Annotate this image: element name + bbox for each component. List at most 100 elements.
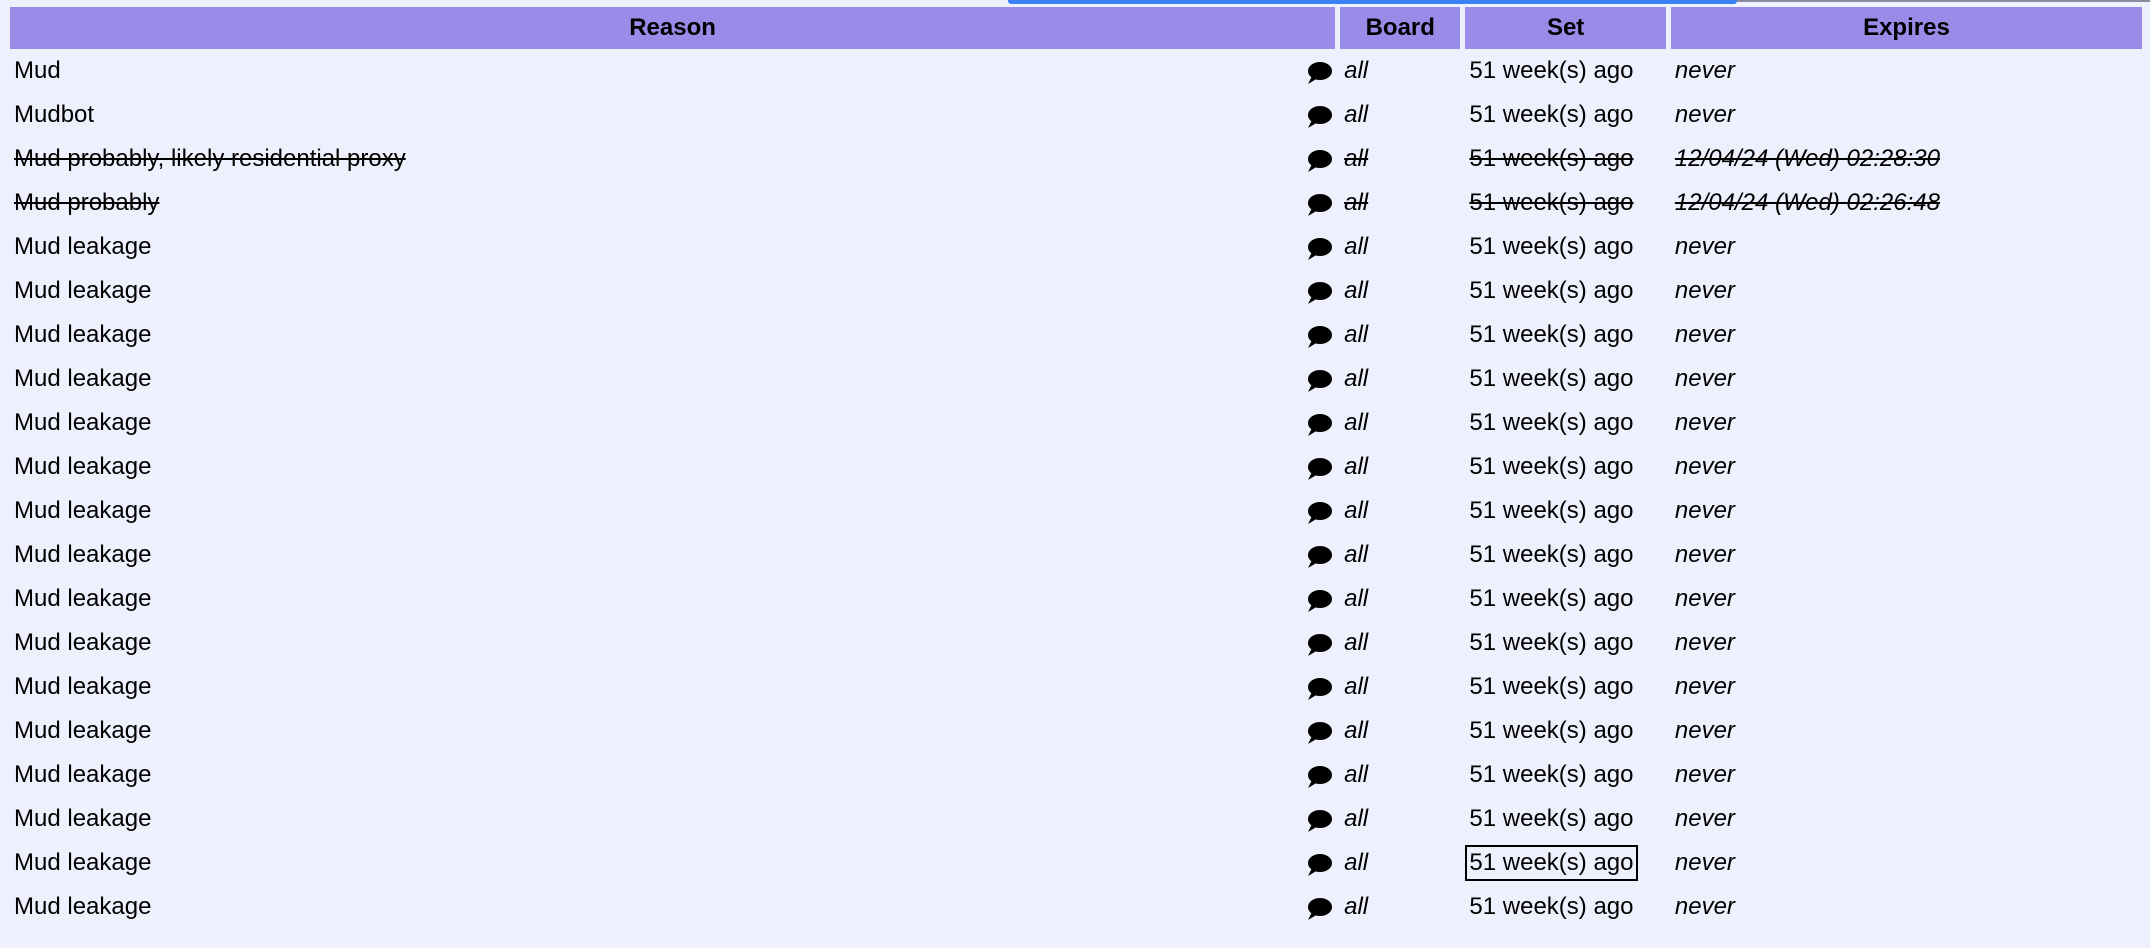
reason-text: Mud leakage — [14, 717, 152, 744]
speech-bubble-icon[interactable] — [1305, 325, 1333, 349]
reason-cell: Mud leakage — [10, 709, 1335, 753]
speech-bubble-icon[interactable] — [1305, 721, 1333, 745]
expires-text: never — [1674, 629, 1735, 656]
board-cell: all — [1340, 49, 1460, 93]
reason-cell: Mud probably — [10, 181, 1335, 225]
board-text: all — [1344, 57, 1369, 84]
table-row: Mud leakage all 51 week(s) ago never — [10, 489, 2142, 533]
header-reason[interactable]: Reason — [10, 7, 1336, 49]
expires-cell: never — [1671, 357, 2142, 401]
expires-text: never — [1674, 453, 1735, 480]
reason-text: Mud leakage — [14, 805, 152, 832]
speech-bubble-icon[interactable] — [1305, 193, 1333, 217]
speech-bubble-icon[interactable] — [1305, 853, 1333, 877]
set-text: 51 week(s) ago — [1469, 365, 1634, 392]
speech-bubble-icon[interactable] — [1305, 677, 1333, 701]
speech-bubble-icon[interactable] — [1305, 589, 1333, 613]
board-cell: all — [1340, 313, 1460, 357]
set-cell: 51 week(s) ago — [1465, 93, 1665, 137]
speech-bubble-icon[interactable] — [1305, 281, 1333, 305]
expires-text: never — [1674, 321, 1735, 348]
set-cell: 51 week(s) ago — [1465, 665, 1665, 709]
reason-text: Mud leakage — [14, 673, 152, 700]
set-text: 51 week(s) ago — [1469, 629, 1634, 656]
reason-cell: Mud — [10, 49, 1335, 93]
set-text: 51 week(s) ago — [1469, 57, 1634, 84]
speech-bubble-icon[interactable] — [1305, 105, 1333, 129]
board-text: all — [1344, 453, 1369, 480]
board-cell: all — [1340, 225, 1460, 269]
expires-text: never — [1674, 717, 1735, 744]
board-cell: all — [1340, 665, 1460, 709]
speech-bubble-icon[interactable] — [1305, 149, 1333, 173]
board-text: all — [1344, 541, 1369, 568]
set-text: 51 week(s) ago — [1469, 497, 1634, 524]
table-row: Mud leakage all 51 week(s) ago never — [10, 401, 2142, 445]
set-cell: 51 week(s) ago — [1465, 885, 1665, 929]
speech-bubble-icon[interactable] — [1305, 237, 1333, 261]
board-cell: all — [1340, 797, 1460, 841]
table-header-row: Reason Board Set Expires — [10, 7, 2142, 49]
speech-bubble-icon[interactable] — [1305, 413, 1333, 437]
board-cell: all — [1340, 621, 1460, 665]
board-text: all — [1344, 321, 1369, 348]
reason-text: Mudbot — [14, 101, 95, 128]
set-cell: 51 week(s) ago — [1465, 401, 1665, 445]
board-text: all — [1344, 101, 1369, 128]
header-set[interactable]: Set — [1465, 7, 1666, 49]
header-expires[interactable]: Expires — [1670, 7, 2142, 49]
speech-bubble-icon[interactable] — [1305, 369, 1333, 393]
set-cell: 51 week(s) ago — [1465, 313, 1665, 357]
set-text: 51 week(s) ago — [1465, 845, 1638, 881]
expires-cell: 12/04/24 (Wed) 02:28:30 — [1671, 137, 2142, 181]
reason-cell: Mud leakage — [10, 885, 1335, 929]
reason-cell: Mud leakage — [10, 753, 1335, 797]
board-text: all — [1344, 145, 1369, 172]
speech-bubble-icon[interactable] — [1305, 501, 1333, 525]
table-row: Mud leakage all 51 week(s) ago never — [10, 313, 2142, 357]
table-row: Mud leakage all 51 week(s) ago never — [10, 357, 2142, 401]
set-cell: 51 week(s) ago — [1465, 841, 1665, 885]
board-cell: all — [1340, 401, 1460, 445]
speech-bubble-icon[interactable] — [1305, 545, 1333, 569]
expires-cell: never — [1671, 225, 2142, 269]
board-cell: all — [1340, 93, 1460, 137]
table-row: Mudbot all 51 week(s) ago never — [10, 93, 2142, 137]
header-board[interactable]: Board — [1340, 7, 1461, 49]
set-cell: 51 week(s) ago — [1465, 181, 1665, 225]
board-cell: all — [1340, 181, 1460, 225]
expires-cell: never — [1671, 753, 2142, 797]
reason-text: Mud leakage — [14, 277, 152, 304]
expires-text: never — [1674, 101, 1735, 128]
expires-cell: never — [1671, 665, 2142, 709]
speech-bubble-icon[interactable] — [1305, 61, 1333, 85]
board-cell: all — [1340, 885, 1460, 929]
speech-bubble-icon[interactable] — [1305, 765, 1333, 789]
expires-cell: never — [1671, 313, 2142, 357]
expires-text: never — [1674, 233, 1735, 260]
board-text: all — [1344, 365, 1369, 392]
expires-text: never — [1674, 805, 1735, 832]
board-cell: all — [1340, 841, 1460, 885]
reason-text: Mud probably — [14, 189, 160, 216]
reason-cell: Mud leakage — [10, 225, 1335, 269]
speech-bubble-icon[interactable] — [1305, 809, 1333, 833]
speech-bubble-icon[interactable] — [1305, 633, 1333, 657]
set-text: 51 week(s) ago — [1469, 805, 1634, 832]
expires-cell: never — [1671, 93, 2142, 137]
reason-cell: Mud leakage — [10, 533, 1335, 577]
expires-cell: never — [1671, 709, 2142, 753]
expires-cell: never — [1671, 841, 2142, 885]
expires-text: 12/04/24 (Wed) 02:26:48 — [1674, 189, 1940, 216]
set-text: 51 week(s) ago — [1469, 233, 1634, 260]
board-text: all — [1344, 189, 1369, 216]
board-cell: all — [1340, 533, 1460, 577]
set-cell: 51 week(s) ago — [1465, 357, 1665, 401]
set-text: 51 week(s) ago — [1469, 101, 1634, 128]
table-row: Mud all 51 week(s) ago never — [10, 49, 2142, 93]
board-text: all — [1344, 629, 1369, 656]
reason-cell: Mud leakage — [10, 841, 1335, 885]
speech-bubble-icon[interactable] — [1305, 897, 1333, 921]
reason-text: Mud — [14, 57, 61, 84]
speech-bubble-icon[interactable] — [1305, 457, 1333, 481]
